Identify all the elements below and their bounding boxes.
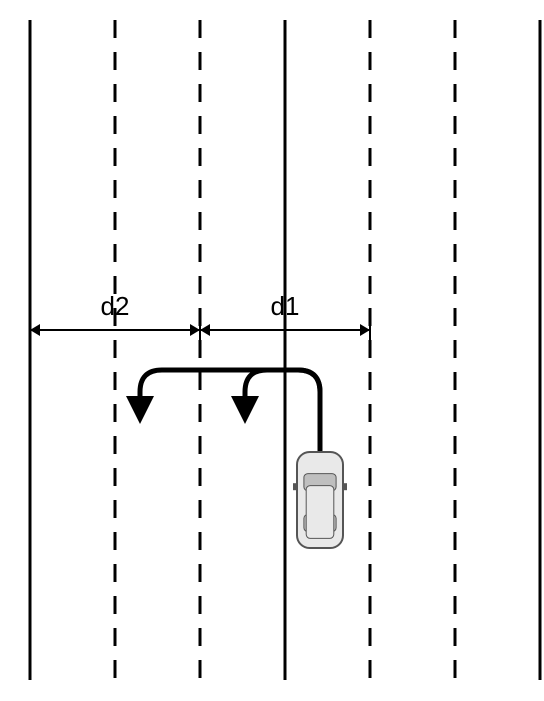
uturn-arrowhead bbox=[126, 396, 154, 424]
car-mirror bbox=[342, 483, 347, 490]
dimension-label: d1 bbox=[271, 291, 300, 321]
car-roof bbox=[306, 486, 334, 539]
uturn-path bbox=[140, 370, 320, 450]
road-lines bbox=[30, 20, 540, 680]
car-icon bbox=[293, 452, 347, 548]
dimension-label: d2 bbox=[101, 291, 130, 321]
car-mirror bbox=[293, 483, 298, 490]
lane-diagram: d1 d2 bbox=[0, 0, 544, 701]
uturn-arrowhead bbox=[231, 396, 259, 424]
uturn-path bbox=[245, 370, 320, 450]
uturn-arrows bbox=[126, 370, 320, 450]
